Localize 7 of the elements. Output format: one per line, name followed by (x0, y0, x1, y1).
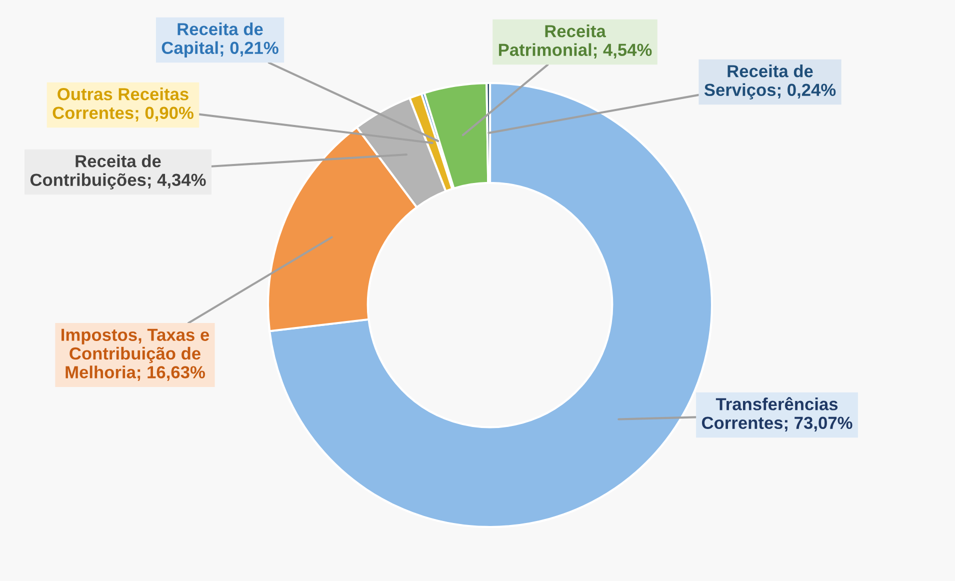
slice-label: Transferências Correntes; 73,07% (702, 397, 852, 432)
slice-label: Receita de Contribuições; 4,34% (30, 154, 206, 190)
slice-label: Receita de Serviços; 0,24% (704, 64, 836, 100)
slice-label: Impostos, Taxas e Contribuição de Melhoria; 16,63% (62, 328, 210, 381)
slice-label: Receita Patrimonial; 4,54% (498, 24, 652, 59)
slice-label: Outras Receitas Correntes; 0,90% (52, 88, 194, 122)
slice-label: Receita de Capital; 0,21% (162, 22, 278, 58)
